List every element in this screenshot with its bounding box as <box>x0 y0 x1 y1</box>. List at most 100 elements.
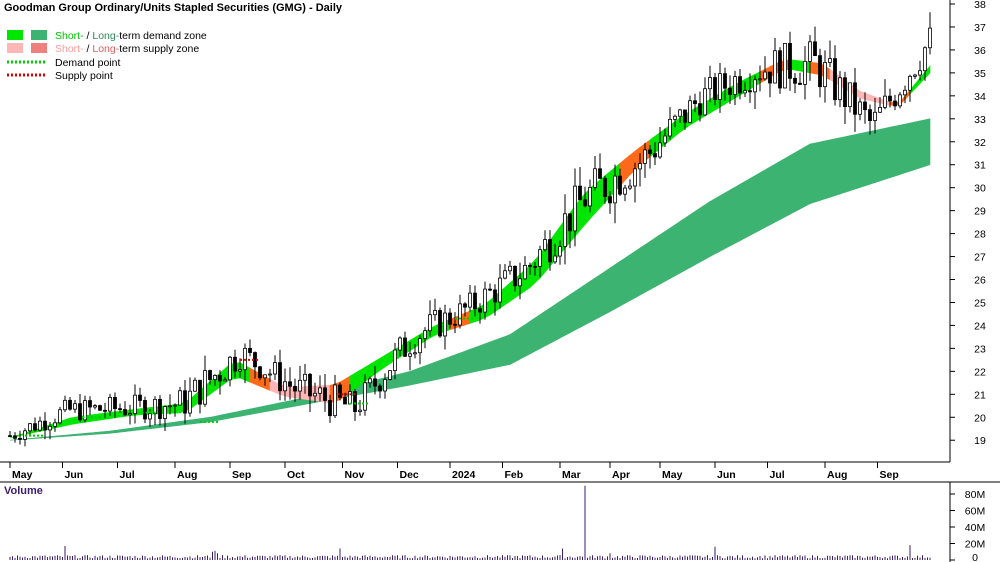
long-term-demand-zone-segment <box>679 214 691 274</box>
candle-body <box>818 55 822 88</box>
long-term-demand-zone-segment <box>479 341 491 372</box>
long-term-demand-zone-segment <box>539 307 551 350</box>
candle-body <box>503 270 507 279</box>
long-term-demand-zone-segment <box>399 370 411 388</box>
candle-body <box>173 404 177 407</box>
candle-body <box>508 265 512 272</box>
candle-body <box>138 394 142 401</box>
candle-body <box>918 70 922 76</box>
long-term-demand-zone-segment <box>599 267 611 318</box>
candle-body <box>618 175 622 195</box>
long-term-demand-zone-segment <box>469 345 481 374</box>
candle-body <box>158 398 162 419</box>
candle-body <box>123 409 127 416</box>
long-term-demand-zone-segment <box>669 220 681 280</box>
candle-body <box>693 100 697 105</box>
candle-body <box>578 185 582 201</box>
long-term-demand-zone-segment <box>459 348 471 376</box>
legend-swatch-long-supply <box>31 43 47 53</box>
candle-body <box>43 420 47 431</box>
candle-body <box>928 27 932 49</box>
candle-body <box>708 77 712 90</box>
candle-body <box>268 373 272 376</box>
candle-body <box>398 337 402 351</box>
long-term-demand-zone-segment <box>729 183 741 247</box>
candle-body <box>738 76 742 94</box>
long-term-demand-zone-segment <box>819 139 831 201</box>
long-term-demand-zone-segment <box>749 172 761 236</box>
long-term-demand-zone-segment <box>589 274 601 323</box>
candle-body <box>278 362 282 392</box>
date-tick-label: Aug <box>177 469 197 481</box>
long-term-demand-zone-segment <box>919 118 931 169</box>
candle-body <box>223 379 227 382</box>
candle-body <box>633 168 637 187</box>
long-term-demand-zone-segment <box>839 135 851 195</box>
price-tick-label: 35 <box>974 68 986 80</box>
candle-body <box>178 390 182 406</box>
candle-body <box>58 409 62 424</box>
candle-body <box>648 149 652 154</box>
candle-body <box>558 246 562 257</box>
candle-body <box>873 111 877 121</box>
candle-body <box>213 375 217 380</box>
candle-body <box>608 196 612 204</box>
date-tick-label: Aug <box>827 469 847 481</box>
candle-body <box>823 62 827 88</box>
long-term-demand-zone-segment <box>909 120 921 172</box>
candle-body <box>513 265 517 287</box>
candle-body <box>98 405 102 411</box>
candle-body <box>463 303 467 308</box>
long-term-demand-zone-segment <box>889 124 901 179</box>
candle-body <box>638 163 642 170</box>
price-tick-label: 24 <box>974 320 986 332</box>
candle-body <box>333 384 337 417</box>
price-tick-label: 36 <box>974 45 986 57</box>
date-tick-label: Jul <box>120 469 135 481</box>
long-term-demand-zone-segment <box>719 189 731 252</box>
legend-swatch-long-demand <box>31 30 47 40</box>
long-term-demand-zone-segment <box>849 133 861 192</box>
long-term-demand-zone-segment <box>549 300 561 344</box>
long-term-zone-layer <box>9 118 931 441</box>
candle-body <box>148 413 152 420</box>
candle-body <box>748 90 752 93</box>
candle-body <box>543 239 547 251</box>
price-axis-ticks: 19 20 21 22 23 24 25 26 27 28 29 30 31 32 33 34 35 36 37 38 <box>950 0 986 447</box>
candle-body <box>683 109 687 123</box>
candle-body <box>848 82 852 108</box>
candle-body <box>713 77 717 100</box>
candle-body <box>418 338 422 354</box>
candle-body <box>153 398 157 415</box>
candle-body <box>423 330 427 339</box>
candle-body <box>438 310 442 337</box>
candle-body <box>218 375 222 382</box>
long-term-demand-zone-segment <box>419 363 431 384</box>
date-tick-label: Dec <box>400 469 419 481</box>
volume-tick-label: 0 <box>972 552 978 562</box>
candle-body <box>628 185 632 189</box>
candle-body <box>298 379 302 392</box>
candle-body <box>783 43 787 89</box>
date-axis-ticks: May Jun Jul Aug Sep Oct Nov Dec 2024 Feb Mar Apr May… <box>9 462 899 481</box>
date-tick-label: Nov <box>345 469 365 481</box>
candle-body <box>13 435 17 439</box>
candle-body <box>193 379 197 392</box>
candle-body <box>468 292 472 308</box>
legend-demand-point: Demand point <box>55 57 120 69</box>
candle-body <box>833 58 837 101</box>
candle-body <box>538 249 542 267</box>
candle-body <box>473 292 477 310</box>
candle-body <box>273 362 277 375</box>
date-tick-label: Mar <box>562 469 581 481</box>
long-term-demand-zone-segment <box>429 359 441 382</box>
candle-body <box>163 406 167 419</box>
candle-body <box>48 425 52 431</box>
candle-body <box>238 369 242 372</box>
price-tick-label: 28 <box>974 229 986 241</box>
long-term-demand-zone-segment <box>629 247 641 302</box>
long-term-demand-zone-segment <box>799 143 811 210</box>
long-term-demand-zone-segment <box>579 280 591 328</box>
candle-body <box>133 394 137 414</box>
